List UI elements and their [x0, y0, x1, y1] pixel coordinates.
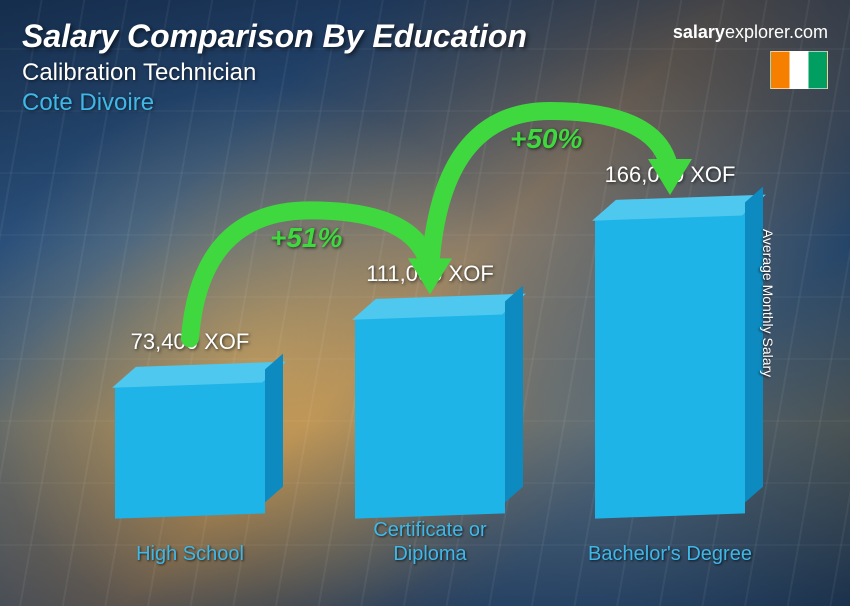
chart-subtitle: Calibration Technician [22, 59, 527, 87]
brand-bold: salary [673, 22, 725, 42]
increase-percentage: +51% [270, 222, 342, 254]
bar-side-face [505, 286, 523, 503]
bar-side-face [265, 354, 283, 503]
bar-value-label: 166,000 XOF [570, 162, 770, 188]
bar-category-label: Bachelor's Degree [580, 542, 760, 566]
brand: salaryexplorer.com [673, 22, 828, 94]
bar-value-label: 73,400 XOF [90, 329, 290, 355]
bar [355, 312, 505, 518]
chart-country: Cote Divoire [22, 89, 527, 117]
bar [115, 380, 265, 518]
increase-percentage: +50% [510, 123, 582, 155]
bar-group: 73,400 XOFHigh School [100, 383, 280, 516]
bar-category-label: Certificate or Diploma [340, 518, 520, 566]
chart-title: Salary Comparison By Education [22, 18, 527, 55]
y-axis-label: Average Monthly Salary [760, 229, 776, 377]
bar-top-face [592, 195, 766, 221]
bar [595, 213, 745, 518]
country-flag-icon [770, 51, 828, 89]
header: Salary Comparison By Education Calibrati… [22, 18, 527, 117]
bar-group: 166,000 XOFBachelor's Degree [580, 216, 760, 516]
bar-group: 111,000 XOFCertificate or Diploma [340, 315, 520, 516]
brand-rest: explorer.com [725, 22, 828, 42]
bar-top-face [352, 294, 526, 320]
bar-category-label: High School [100, 542, 280, 566]
bar-value-label: 111,000 XOF [330, 261, 530, 287]
bar-chart: 73,400 XOFHigh School111,000 XOFCertific… [40, 140, 790, 566]
bar-top-face [112, 362, 286, 388]
brand-text: salaryexplorer.com [673, 22, 828, 43]
